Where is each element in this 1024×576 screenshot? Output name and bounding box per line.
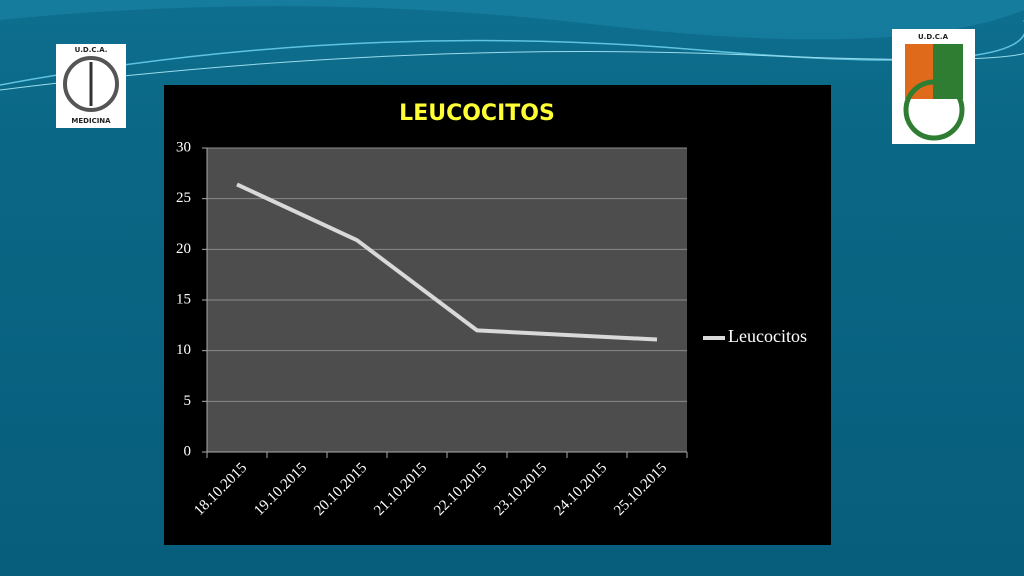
wave-line [0,34,1024,91]
y-tick-label: 20 [176,241,191,257]
chart-title: LEUCOCITOS [399,101,555,126]
wave-line [0,20,1024,86]
left-logo: U.D.C.A. MEDICINA [56,44,126,128]
y-tick-label: 5 [184,393,192,409]
y-tick-label: 15 [176,291,191,307]
y-tick-label: 10 [176,342,191,358]
wave [0,0,1024,40]
series-line [236,182,658,342]
legend-label: Leucocitos [728,326,807,346]
y-tick-label: 30 [176,139,191,155]
logo-text: U.D.C.A [918,33,949,41]
y-tick-label: 0 [184,443,192,459]
logo-text: U.D.C.A. [75,46,108,54]
right-logo: U.D.C.A [892,29,975,144]
y-tick-label: 25 [176,190,191,206]
logo-text: MEDICINA [71,117,111,125]
